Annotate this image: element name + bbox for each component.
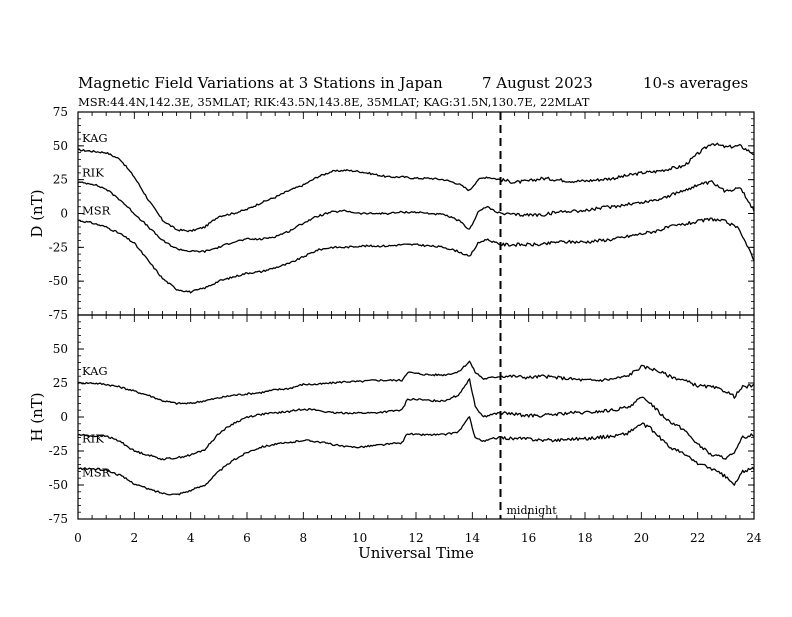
x-tick-label: 14 (465, 531, 481, 545)
chart-subtitle: MSR:44.4N,142.3E, 35MLAT; RIK:43.5N,143.… (78, 95, 590, 109)
x-tick-label: 20 (634, 531, 649, 545)
series-label-kag: KAG (82, 131, 108, 145)
chart-date: 7 August 2023 (482, 74, 593, 92)
y-tick-label: 0 (60, 207, 68, 221)
chart-title: Magnetic Field Variations at 3 Stations … (78, 74, 443, 92)
x-tick-label: 24 (746, 531, 762, 545)
panel-frame (77, 314, 755, 520)
d-component-panel: 75 50 25 0 -25 -50 -75 D (nT) KAG RIK MSR (28, 105, 755, 322)
x-tick-label: 6 (243, 531, 251, 545)
series-label-rik: RIK (82, 432, 104, 446)
series-line-msr (77, 416, 755, 496)
x-tick-label: 0 (74, 531, 82, 545)
y-tick-label: -50 (49, 274, 68, 288)
y-tick-label: 50 (53, 139, 68, 153)
h-component-panel: 50 25 0 -25 -50 -75 H (nT) KAG RIK MSR (28, 314, 755, 526)
series-label-msr: MSR (82, 466, 111, 480)
x-axis-label: Universal Time (358, 544, 474, 562)
y-tick-label: -25 (49, 444, 68, 458)
x-tick-label: 8 (300, 531, 308, 545)
y-tick-label: 75 (53, 105, 68, 119)
x-tick-label: 22 (690, 531, 705, 545)
x-tick-label: 18 (577, 531, 592, 545)
x-tick-label: 2 (131, 531, 139, 545)
series-line-msr (77, 217, 755, 294)
series-label-msr: MSR (82, 203, 111, 217)
series-line-rik (77, 180, 755, 253)
x-tick-label: 10 (352, 531, 367, 545)
midnight-label: midnight (507, 504, 558, 517)
y-tick-label: 25 (53, 376, 68, 390)
x-tick-label: 16 (521, 531, 536, 545)
series-label-kag: KAG (82, 364, 108, 378)
y-tick-label: -75 (49, 308, 68, 322)
y-tick-label: -50 (49, 478, 68, 492)
y-tick-label: 25 (53, 173, 68, 187)
y-tick-label: -25 (49, 240, 68, 254)
x-axis-ticks: 0 2 4 6 8 10 12 14 16 18 20 22 24 (74, 112, 762, 545)
y-axis-label: H (nT) (28, 392, 46, 441)
chart-averaging: 10-s averages (643, 74, 748, 92)
y-tick-label: 0 (60, 410, 68, 424)
series-line-rik (77, 378, 755, 461)
y-axis-label: D (nT) (28, 189, 46, 237)
y-tick-label: 50 (53, 342, 68, 356)
x-tick-label: 4 (187, 531, 195, 545)
series-line-kag (78, 142, 755, 233)
y-tick-label: -75 (49, 512, 68, 526)
series-label-rik: RIK (82, 165, 104, 179)
x-tick-label: 12 (408, 531, 423, 545)
series-line-kag (77, 360, 755, 405)
